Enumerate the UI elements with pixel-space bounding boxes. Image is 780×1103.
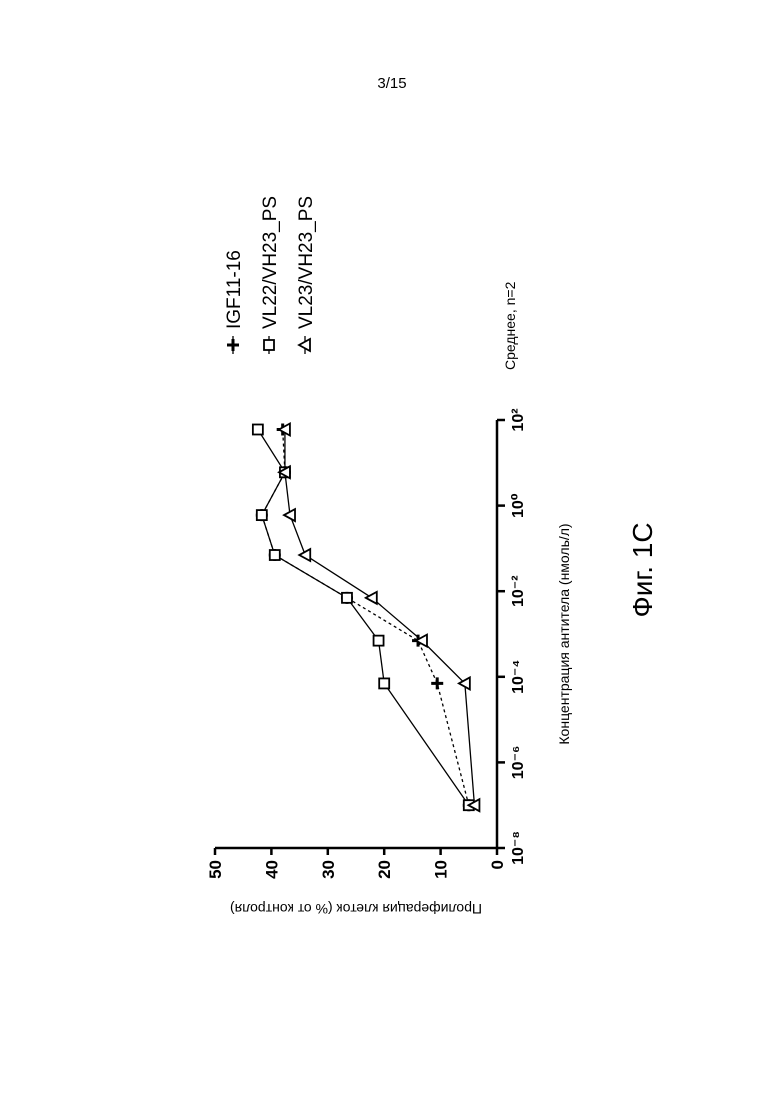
marker — [431, 677, 443, 689]
marker — [379, 678, 389, 688]
page: 3/15 0 10 20 30 40 50 10⁻⁸ 10⁻⁶ 10⁻⁴ 10⁻² 10⁰ 10² Ко… — [0, 0, 780, 1103]
y-tick-label: 30 — [319, 860, 338, 879]
marker — [264, 340, 274, 350]
y-tick-label: 10 — [432, 860, 451, 879]
y-tick-label: 0 — [488, 860, 507, 869]
x-tick-label: 10⁻² — [510, 575, 527, 607]
marker — [299, 549, 310, 561]
x-tick-label: 10⁻⁴ — [510, 660, 527, 694]
chart: 0 10 20 30 40 50 10⁻⁸ 10⁻⁶ 10⁻⁴ 10⁻² 10⁰ 10² Концент… — [206, 196, 572, 917]
marker — [342, 593, 352, 603]
marker — [270, 550, 280, 560]
x-tick-label: 10⁻⁶ — [510, 746, 527, 780]
x-axis-title: Концентрация антитела (нмоль/л) — [556, 523, 572, 744]
annotation: Среднее, n=2 — [502, 281, 518, 370]
marker — [253, 424, 263, 434]
y-tick-label: 20 — [375, 860, 394, 879]
figure-label: Фиг. 1C — [627, 522, 658, 617]
page-number: 3/15 — [377, 75, 406, 92]
series-line — [258, 429, 469, 805]
x-tick-label: 10⁰ — [510, 493, 527, 518]
x-tick-label: 10⁻⁸ — [510, 831, 527, 865]
series-line — [262, 429, 469, 805]
y-tick-label: 40 — [262, 860, 281, 879]
legend-label: IGF11-16 — [224, 250, 245, 329]
marker — [366, 592, 377, 604]
y-tick-label: 50 — [206, 860, 225, 879]
marker — [257, 510, 267, 520]
legend-label: VL23/VH23_PS — [296, 196, 317, 329]
marker — [374, 636, 384, 646]
marker — [227, 339, 239, 351]
x-tick-label: 10² — [510, 408, 527, 431]
y-axis-title: Пролиферация клеток (% от контроля) — [230, 901, 482, 917]
legend-label: VL22/VH23_PS — [260, 196, 281, 329]
